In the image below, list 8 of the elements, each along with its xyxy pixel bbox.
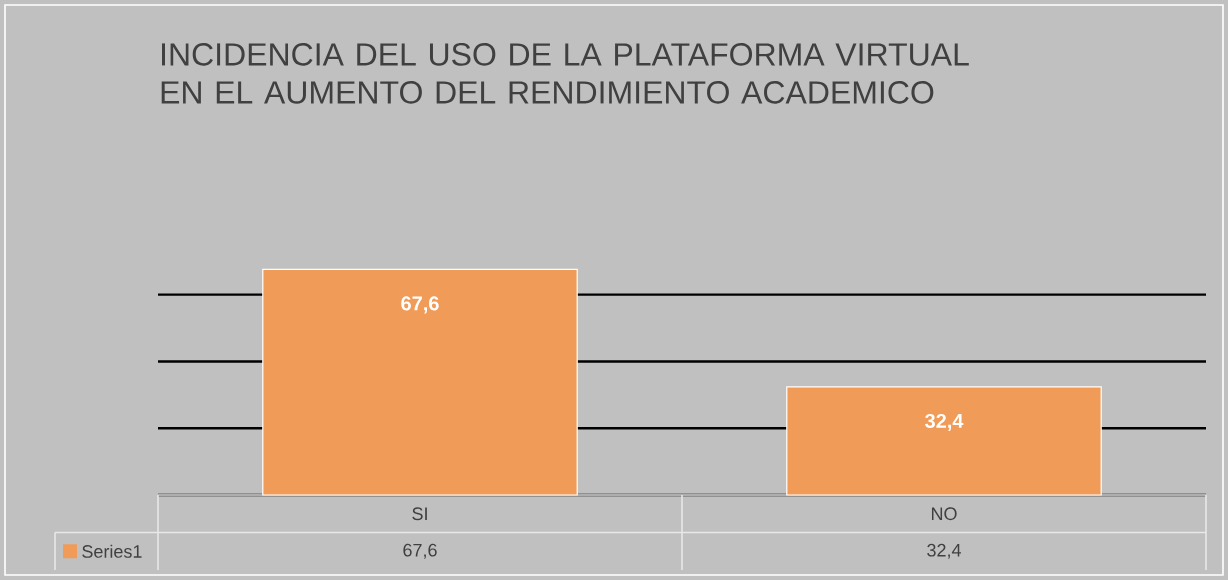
chart-title: INCIDENCIA DEL USO DE LA PLATAFORMA VIRTUAL EN EL AUMENTO DEL RENDIMIENTO ACADEMICO [161, 43, 969, 104]
text: 32,4 [925, 413, 964, 431]
data-label: 32,4 [927, 543, 961, 559]
legend-label: Series1 [82, 544, 142, 558]
text: 67,6 [401, 296, 439, 314]
data-label: 67,6 [403, 543, 437, 559]
x-tick-label: SI [412, 507, 427, 521]
x-tick-label: NO [931, 507, 957, 521]
